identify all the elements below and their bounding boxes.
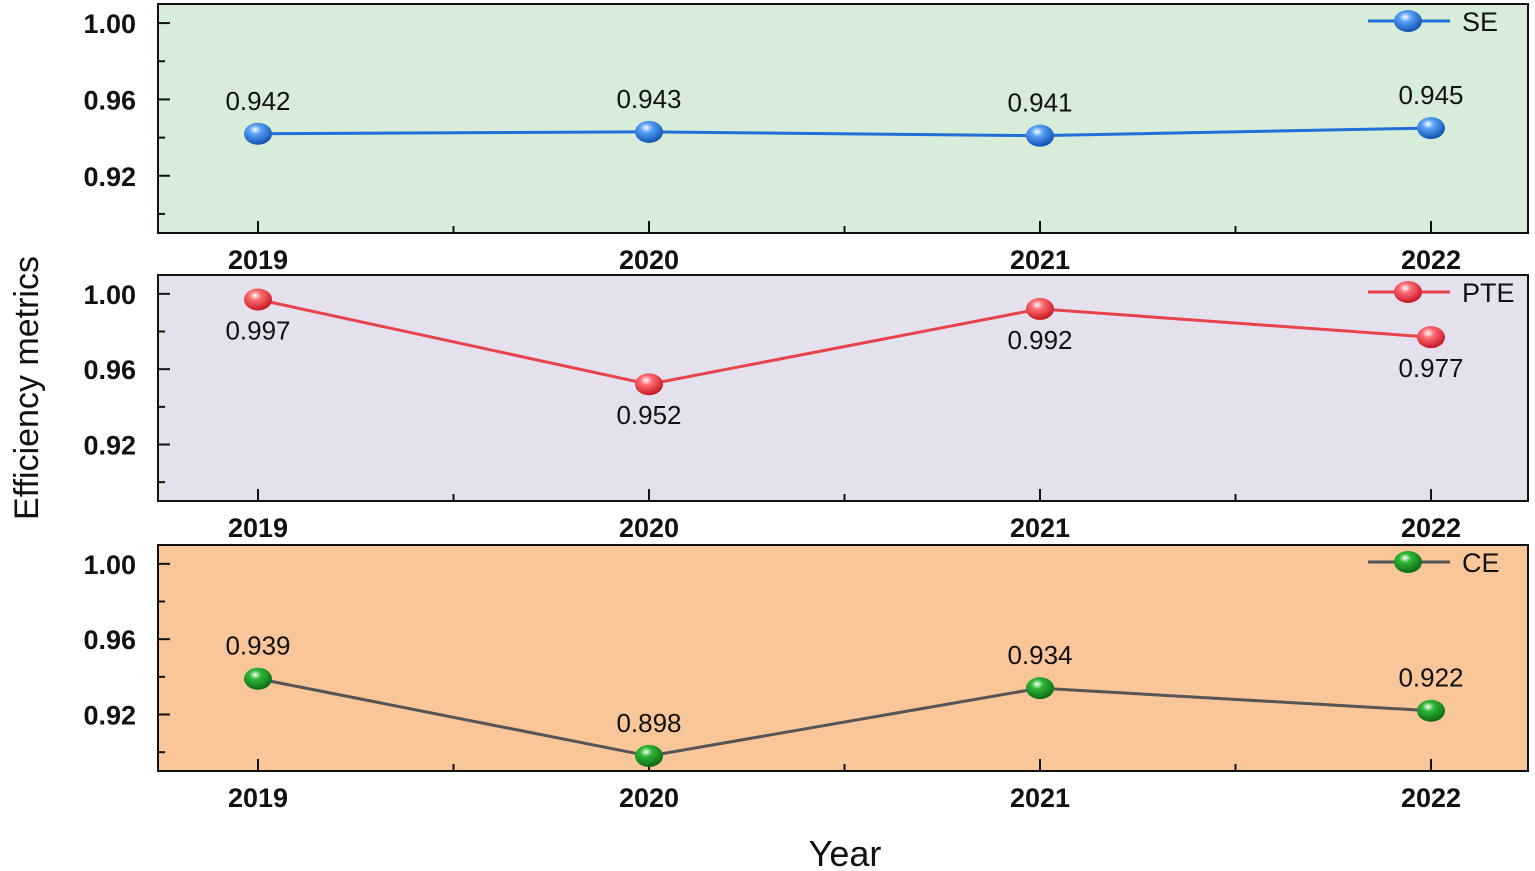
panels-layer: 1.00 0.96 0.92 2019 2020 2021 2022 0.942 0.943 0.… [83,3,1529,813]
legend-se: SE [1368,7,1498,37]
x-tick-label: 2021 [1010,783,1070,813]
panel-se: 1.00 0.96 0.92 2019 2020 2021 2022 0.942 0.943 0.… [83,3,1529,275]
data-point [244,667,272,690]
data-point [1417,699,1445,722]
plot-background [158,4,1528,233]
data-label: 0.939 [225,631,290,661]
data-point [1026,297,1054,320]
y-tick-label: 1.00 [83,9,136,39]
data-point [1417,326,1445,349]
data-point [635,744,663,767]
y-tick-label: 0.92 [83,431,136,461]
data-label: 0.941 [1007,88,1072,118]
x-tick-label: 2020 [619,783,679,813]
data-label: 0.945 [1398,80,1463,110]
data-point [1417,117,1445,140]
data-label: 0.934 [1007,640,1072,670]
panel-pte: 1.00 0.96 0.92 2019 2020 2021 2022 0.997 0.952 0.… [83,274,1529,543]
data-label: 0.942 [225,86,290,116]
data-label: 0.922 [1398,663,1463,693]
series-line-ce [257,677,1432,758]
plot-frame [157,544,1529,772]
data-point [635,373,663,396]
data-label: 0.898 [616,708,681,738]
data-label: 0.943 [616,84,681,114]
plot-frame [157,3,1529,234]
x-axis-title: Year [809,833,882,871]
legend-label: CE [1462,548,1500,578]
data-label: 0.977 [1398,353,1463,383]
x-tick-label: 2019 [228,245,288,275]
data-point [635,120,663,143]
y-tick-label: 1.00 [83,280,136,310]
data-point [1026,124,1054,147]
legend-label: SE [1462,7,1498,37]
data-point [244,122,272,145]
x-tick-label: 2019 [228,783,288,813]
legend-ce: CE [1368,548,1500,578]
series-line-se [257,126,1432,138]
data-label: 0.997 [225,315,290,345]
legend-marker [1394,10,1422,32]
plot-frame [157,274,1529,502]
x-tick-label: 2022 [1401,513,1461,543]
y-tick-label: 0.92 [83,701,136,731]
panel-ce: 1.00 0.96 0.92 2019 2020 2021 2022 0.939 0.898 0.… [83,544,1529,813]
y-tick-label: 0.92 [83,162,136,192]
x-tick-label: 2022 [1401,783,1461,813]
legend-label: PTE [1462,278,1515,308]
x-tick-label: 2021 [1010,245,1070,275]
legend-marker [1394,551,1422,573]
y-tick-label: 0.96 [83,355,136,385]
y-axis-title: Efficiency metrics [8,256,46,520]
y-tick-label: 0.96 [83,85,136,115]
y-tick-label: 1.00 [83,550,136,580]
y-tick-label: 0.96 [83,625,136,655]
x-tick-label: 2020 [619,513,679,543]
x-tick-label: 2022 [1401,245,1461,275]
series-line-pte [257,298,1432,386]
x-tick-label: 2020 [619,245,679,275]
plot-background [158,275,1528,501]
data-label: 0.992 [1007,325,1072,355]
plot-background [158,545,1528,771]
x-tick-label: 2021 [1010,513,1070,543]
legend-marker [1394,281,1422,303]
data-point [1026,677,1054,700]
data-point [244,288,272,311]
legend-pte: PTE [1368,278,1515,308]
x-tick-label: 2019 [228,513,288,543]
data-label: 0.952 [616,400,681,430]
